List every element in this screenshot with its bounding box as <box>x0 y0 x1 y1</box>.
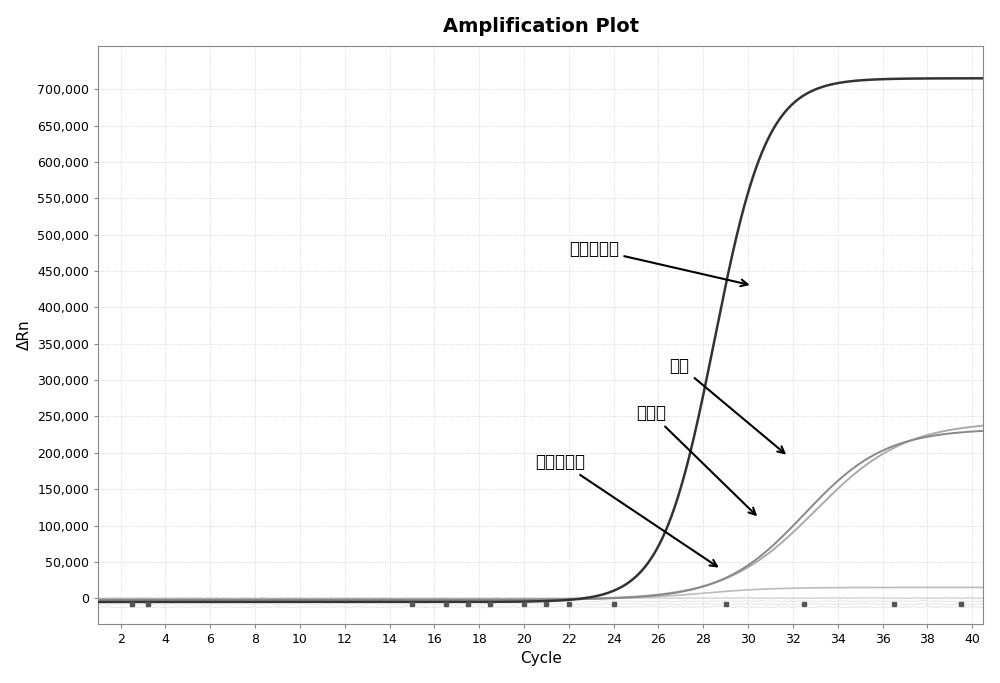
Y-axis label: ΔRn: ΔRn <box>17 320 32 350</box>
Text: 沙眼衣原体: 沙眼衣原体 <box>535 453 717 566</box>
Text: 内参: 内参 <box>670 357 784 454</box>
Title: Amplification Plot: Amplification Plot <box>443 16 639 36</box>
Text: 解脫脫原体: 解脫脫原体 <box>569 240 748 286</box>
X-axis label: Cycle: Cycle <box>520 652 562 667</box>
Text: 淡球菌: 淡球菌 <box>636 404 756 515</box>
